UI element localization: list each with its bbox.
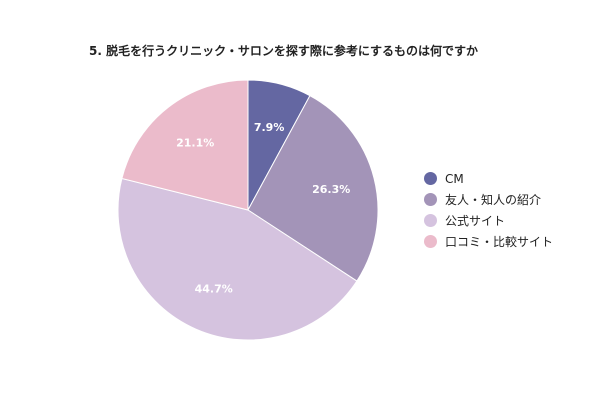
pie-slice-review-site[interactable]: [121, 79, 249, 211]
data-label-cm: 7.9%: [254, 121, 285, 134]
data-label-review-site: 21.1%: [176, 136, 214, 149]
legend-label-official-site: 公式サイト: [445, 214, 506, 228]
pie-slice-referral[interactable]: [247, 95, 379, 282]
pie-slice-labels: 7.9% 26.3% 44.7% 21.1%: [176, 121, 350, 296]
legend-label-review-site: 口コミ・比較サイト: [445, 235, 554, 249]
legend: CM 友人・知人の紹介 公式サイト 口コミ・比較サイト: [424, 168, 553, 252]
legend-label-referral: 友人・知人の紹介: [445, 193, 542, 207]
legend-swatch-referral: [424, 193, 437, 206]
legend-label-cm: CM: [445, 171, 464, 186]
data-label-official-site: 44.7%: [195, 283, 233, 296]
legend-swatch-official-site: [424, 214, 437, 227]
legend-item-cm[interactable]: CM: [424, 168, 553, 189]
pie-slice-official-site[interactable]: [117, 177, 358, 341]
legend-item-review-site[interactable]: 口コミ・比較サイト: [424, 231, 553, 252]
legend-item-referral[interactable]: 友人・知人の紹介: [424, 189, 553, 210]
legend-swatch-cm: [424, 172, 437, 185]
pie-slices: [117, 79, 379, 341]
data-label-referral: 26.3%: [312, 183, 350, 196]
chart-title: 5. 脱毛を行うクリニック・サロンを探す際に参考にするものは何ですか: [89, 44, 478, 58]
legend-item-official-site[interactable]: 公式サイト: [424, 210, 553, 231]
legend-swatch-review-site: [424, 235, 437, 248]
